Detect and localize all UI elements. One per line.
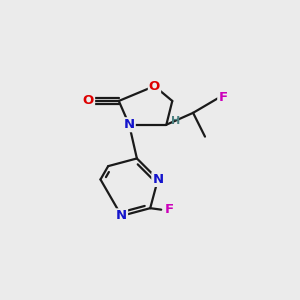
Text: N: N	[124, 118, 135, 131]
Text: O: O	[83, 94, 94, 107]
Text: N: N	[152, 173, 164, 186]
Text: H: H	[171, 116, 180, 126]
Text: F: F	[218, 92, 227, 104]
Text: F: F	[164, 203, 173, 216]
Text: N: N	[116, 209, 127, 222]
Text: O: O	[149, 80, 160, 93]
